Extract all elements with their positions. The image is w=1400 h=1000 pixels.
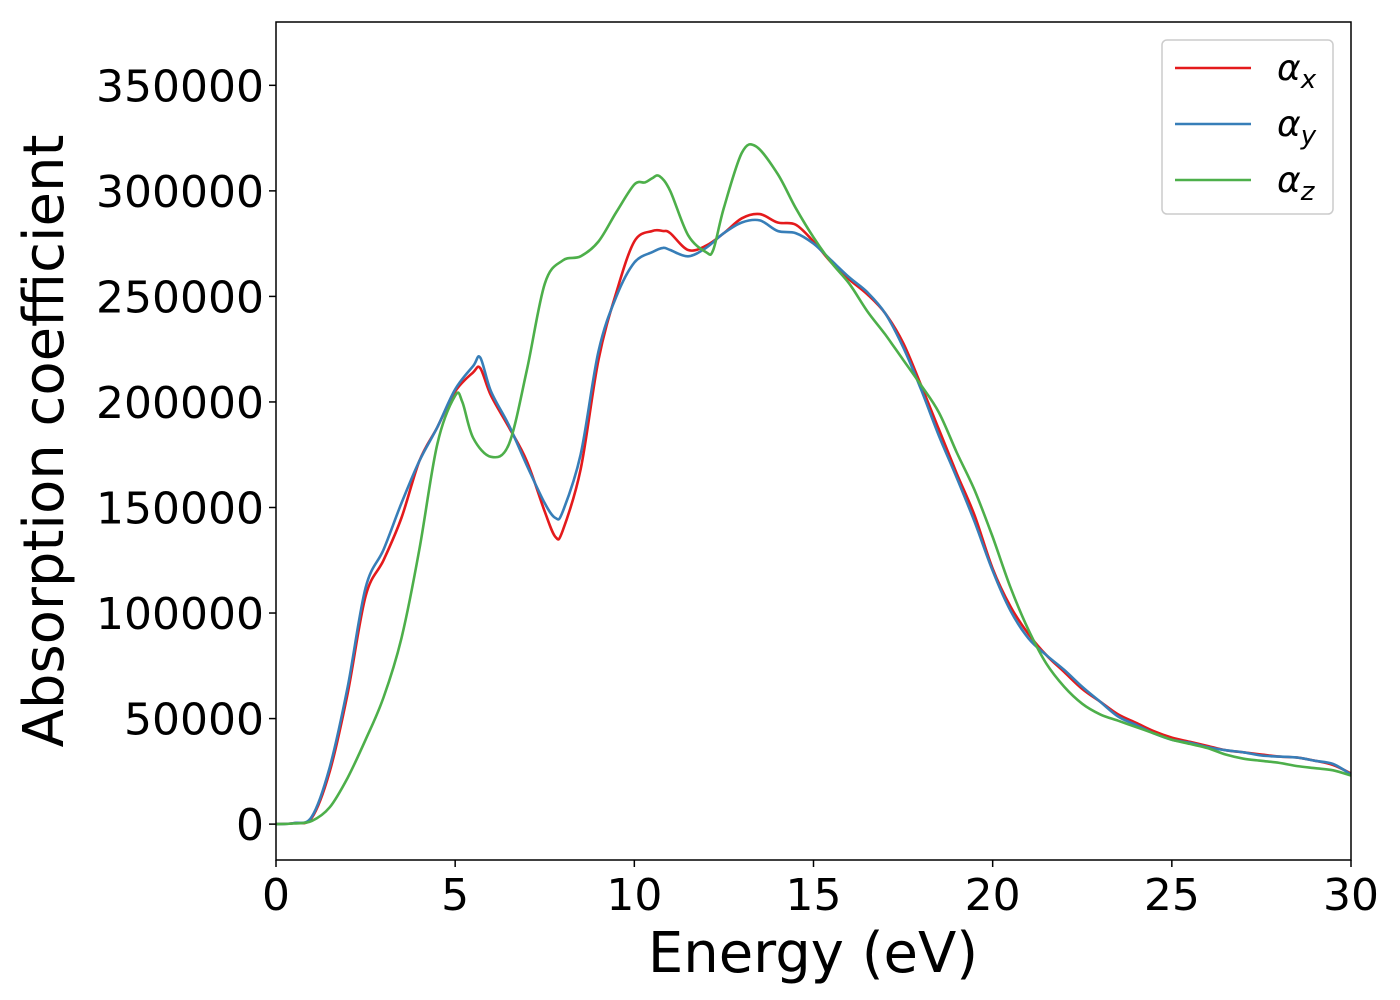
legend-subscript: z bbox=[1300, 177, 1316, 207]
y-tick-label: 350000 bbox=[96, 61, 264, 112]
x-axis-title: Energy (eV) bbox=[648, 921, 978, 986]
legend-symbol: α bbox=[1277, 48, 1301, 89]
x-tick-label: 25 bbox=[1144, 870, 1200, 921]
x-tick-label: 30 bbox=[1323, 870, 1379, 921]
x-tick-label: 15 bbox=[786, 870, 842, 921]
legend-symbol: α bbox=[1277, 104, 1301, 145]
legend-symbol: α bbox=[1277, 160, 1301, 201]
y-tick-label: 150000 bbox=[96, 483, 264, 534]
series-layer bbox=[276, 143, 1351, 826]
x-tick-label: 5 bbox=[441, 870, 469, 921]
legend-subscript: x bbox=[1300, 65, 1317, 95]
x-axis: 0 5 10 15 20 25 30 bbox=[262, 860, 1379, 921]
legend-label-x: αx bbox=[1277, 48, 1317, 95]
y-tick-label: 200000 bbox=[96, 378, 264, 429]
y-axis: 0 50000 100000 150000 200000 250000 300000 3500… bbox=[96, 61, 276, 851]
legend-label-z: αz bbox=[1277, 160, 1316, 207]
series-line-z bbox=[276, 143, 1351, 826]
y-tick-label: 300000 bbox=[96, 167, 264, 218]
x-tick-label: 20 bbox=[965, 870, 1021, 921]
x-tick-label: 10 bbox=[606, 870, 662, 921]
legend-subscript: y bbox=[1300, 121, 1317, 151]
legend-frame bbox=[1161, 39, 1334, 215]
y-tick-label: 0 bbox=[236, 800, 264, 851]
legend-label-y: αy bbox=[1277, 104, 1317, 151]
y-axis-title: Absorption coefficient bbox=[12, 135, 77, 748]
y-tick-label: 250000 bbox=[96, 272, 264, 323]
series-line-x bbox=[276, 212, 1351, 826]
y-tick-label: 100000 bbox=[96, 589, 264, 640]
x-tick-label: 0 bbox=[262, 870, 290, 921]
y-tick-label: 50000 bbox=[124, 695, 264, 746]
